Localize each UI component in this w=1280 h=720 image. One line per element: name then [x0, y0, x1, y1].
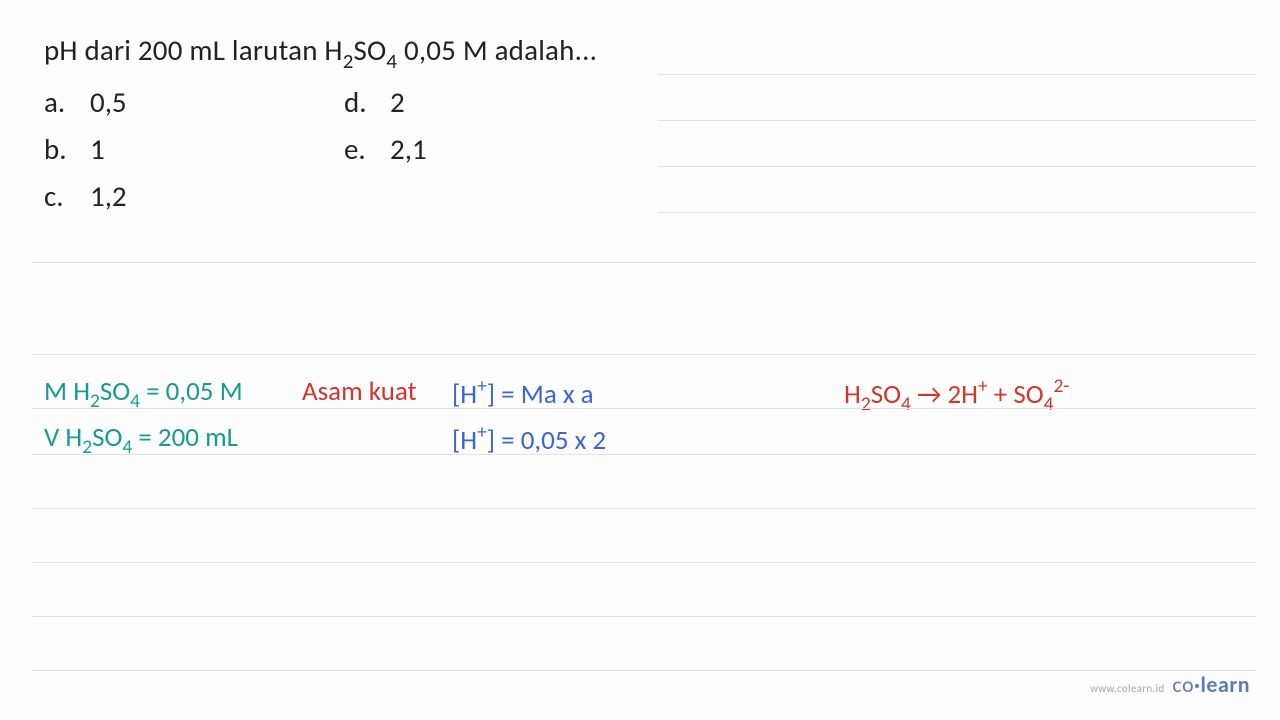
formula-sub: 2: [343, 48, 354, 74]
given-volume: V H2SO4 = 200 mL: [44, 424, 238, 457]
option-letter: c.: [44, 174, 90, 219]
option-value: 0,5: [90, 80, 127, 125]
ruled-line: [32, 454, 1256, 455]
ruled-line: [658, 212, 1256, 213]
logo-co: co: [1172, 671, 1194, 698]
formula-sub: 4: [386, 48, 397, 74]
option-d: d. 2: [344, 80, 644, 125]
question-text-pre: pH dari 200 mL larutan H: [44, 32, 343, 68]
option-value: 2: [390, 80, 405, 125]
option-value: 2,1: [390, 127, 427, 172]
question-block: pH dari 200 mL larutan H2SO4 0,05 M adal…: [44, 28, 1240, 221]
option-b: b. 1: [44, 127, 344, 172]
question-text-mid: SO: [353, 32, 386, 68]
ruled-line: [658, 74, 1256, 75]
calc-h-value: [H+] = 0,05 x 2: [452, 424, 606, 454]
option-c: c. 1,2: [44, 174, 344, 219]
options-col-1: a. 0,5 b. 1 c. 1,2: [44, 80, 344, 221]
ruled-line: [658, 120, 1256, 121]
ruled-line: [32, 408, 1256, 409]
given-molarity: M H2SO4 = 0,05 M: [44, 378, 243, 411]
option-letter: a.: [44, 80, 90, 125]
ruled-line: [658, 166, 1256, 167]
options-row: a. 0,5 b. 1 c. 1,2 d. 2 e.: [44, 80, 1240, 221]
option-e: e. 2,1: [344, 127, 644, 172]
logo-learn: learn: [1201, 671, 1250, 698]
footer-url: www.colearn.id: [1090, 682, 1164, 695]
note-asam-kuat: Asam kuat: [302, 378, 417, 405]
option-letter: b.: [44, 127, 90, 172]
ruled-line: [32, 670, 1256, 671]
calc-h-formula: [H+] = Ma x a: [452, 378, 594, 408]
options-col-2: d. 2 e. 2,1: [344, 80, 644, 221]
ruled-line: [32, 562, 1256, 563]
option-letter: d.: [344, 80, 390, 125]
question-text-post: 0,05 M adalah...: [397, 32, 597, 68]
question-title: pH dari 200 mL larutan H2SO4 0,05 M adal…: [44, 28, 1240, 76]
ruled-line: [32, 616, 1256, 617]
ruled-line: [32, 508, 1256, 509]
option-letter: e.: [344, 127, 390, 172]
colearn-logo: co·learn: [1172, 671, 1250, 698]
option-value: 1: [90, 127, 105, 172]
ruled-line: [32, 354, 1256, 355]
ruled-line: [32, 262, 1256, 263]
option-value: 1,2: [90, 174, 127, 219]
option-a: a. 0,5: [44, 80, 344, 125]
footer: www.colearn.id co·learn: [1090, 671, 1250, 698]
